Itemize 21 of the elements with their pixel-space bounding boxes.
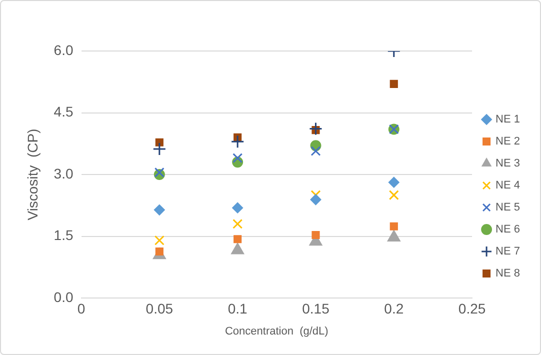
y-tick-label: 4.5 <box>54 104 74 120</box>
x-axis-title: Concentration (g/dL) <box>224 325 328 338</box>
x-tick-label: 0.15 <box>302 300 330 316</box>
y-tick-label: 6.0 <box>54 42 74 58</box>
legend-label: NE 3 <box>496 158 520 170</box>
legend-label: NE 5 <box>496 202 520 214</box>
y-tick-label: 3.0 <box>54 165 74 182</box>
y-tick-label: 1.5 <box>54 227 74 244</box>
x-tick-label: 0 <box>77 300 86 316</box>
legend-label: NE 7 <box>496 246 520 258</box>
legend-label: NE 4 <box>496 180 520 192</box>
x-tick-label: 0.2 <box>384 300 404 316</box>
x-tick-label: 0.25 <box>458 300 486 316</box>
legend-label: NE 2 <box>496 136 520 148</box>
legend-label: NE 8 <box>496 268 520 280</box>
y-tick-label: 0.0 <box>54 288 74 305</box>
y-axis-title: Viscosity (CP) <box>24 128 40 220</box>
x-tick-label: 0.1 <box>228 300 248 316</box>
x-tick-label: 0.05 <box>146 300 174 316</box>
legend-label: NE 6 <box>496 224 520 236</box>
legend-label: NE 1 <box>496 114 520 126</box>
